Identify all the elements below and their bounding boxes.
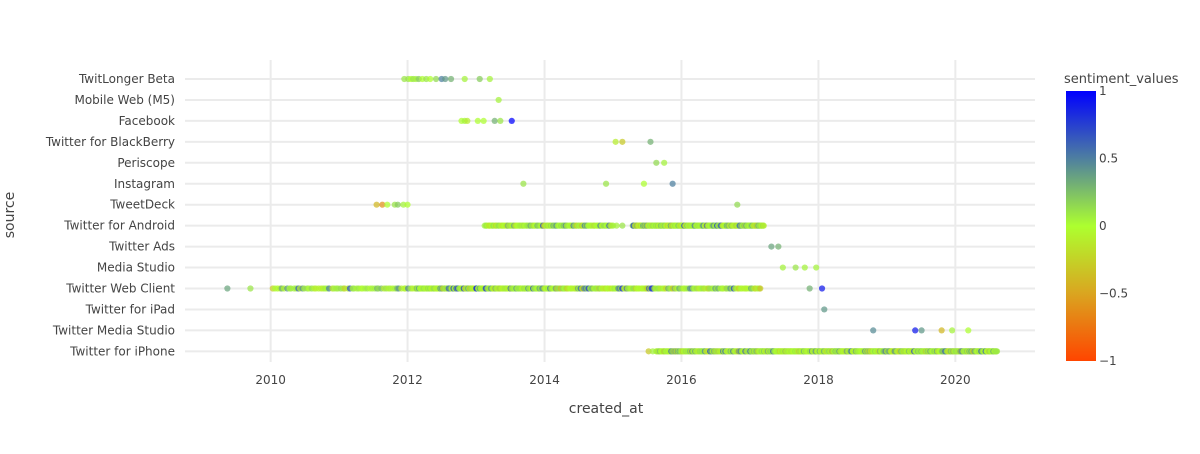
data-point: [427, 75, 434, 83]
data-point: [813, 264, 820, 271]
y-tick-label: Twitter for iPad: [85, 302, 175, 316]
x-tick-label: 2014: [529, 373, 560, 387]
data-point: [373, 201, 380, 208]
data-point: [760, 222, 767, 229]
data-point: [619, 222, 626, 229]
colorbar-tick-label: 1: [1099, 84, 1107, 98]
y-tick-label: Mobile Web (M5): [74, 93, 175, 107]
data-point: [461, 75, 468, 83]
data-point: [806, 285, 813, 292]
y-tick-labels: TwitLonger Beta Mobile Web (M5) Facebook Tw…: [45, 72, 175, 358]
data-point: [801, 264, 808, 271]
y-axis-title: source: [2, 192, 18, 239]
colorbar-title: sentiment_values: [1064, 72, 1179, 87]
data-point: [613, 222, 620, 229]
colorbar-tick-label: −0.5: [1099, 287, 1128, 301]
data-point: [775, 243, 782, 250]
data-point: [495, 96, 502, 104]
y-tick-label: Twitter Web Client: [65, 282, 175, 296]
data-point: [508, 117, 515, 124]
x-tick-label: 2010: [255, 373, 286, 387]
data-point: [432, 75, 440, 83]
data-point: [649, 348, 656, 355]
data-point: [602, 180, 610, 187]
data-point: [394, 201, 401, 208]
y-tick-label: Periscope: [117, 156, 175, 170]
colorbar-tick-labels: 1 0.5 0 −0.5 −1: [1099, 84, 1128, 368]
colorbar-tick-label: 0.5: [1099, 152, 1118, 166]
data-point: [447, 75, 455, 83]
data-point: [965, 327, 972, 334]
x-tick-label: 2012: [392, 373, 423, 387]
y-tick-label: Twitter for BlackBerry: [45, 135, 175, 149]
data-point: [474, 117, 481, 124]
data-point: [619, 138, 626, 145]
data-point: [520, 180, 527, 187]
y-tick-label: Instagram: [114, 177, 175, 191]
data-point: [912, 327, 919, 334]
data-point: [486, 75, 493, 83]
data-point: [949, 327, 956, 334]
data-point: [464, 117, 471, 124]
y-tick-label: Facebook: [119, 114, 175, 128]
y-tick-label: Media Studio: [97, 261, 175, 275]
x-tick-labels: 2010 2012 2014 2016 2018 2020: [255, 373, 970, 387]
data-point: [224, 285, 231, 292]
x-tick-label: 2016: [666, 373, 697, 387]
colorbar-tick-label: −1: [1099, 354, 1117, 368]
data-point: [384, 201, 391, 208]
data-point: [247, 285, 254, 292]
data-point: [870, 327, 877, 334]
data-point: [640, 180, 648, 187]
data-point: [757, 285, 764, 292]
colorbar-tick-label: 0: [1099, 219, 1107, 233]
data-point: [993, 348, 1001, 355]
gridlines: [185, 60, 1035, 362]
data-point: [404, 201, 411, 208]
data-point: [768, 243, 775, 250]
y-tick-label: Twitter Media Studio: [52, 323, 175, 337]
data-point: [918, 327, 925, 334]
y-tick-label: TwitLonger Beta: [78, 72, 175, 86]
colorbar: sentiment_values 1 0.5 0 −0.5 −1: [1064, 72, 1179, 368]
colorbar-gradient: [1066, 91, 1096, 361]
data-point: [497, 117, 504, 124]
y-tick-label: TweetDeck: [109, 198, 175, 212]
data-point: [734, 201, 741, 208]
data-point: [612, 138, 619, 145]
data-points: [224, 75, 1001, 355]
data-point: [938, 327, 945, 334]
data-point: [480, 117, 487, 124]
x-tick-label: 2018: [803, 373, 834, 387]
data-point: [661, 159, 668, 166]
data-point: [669, 180, 676, 187]
y-tick-label: Twitter for iPhone: [69, 344, 175, 358]
data-point: [653, 159, 660, 166]
data-point: [821, 306, 828, 313]
data-point: [491, 117, 498, 124]
data-point: [379, 201, 386, 208]
x-tick-label: 2020: [940, 373, 971, 387]
data-point: [476, 75, 483, 83]
data-point: [818, 285, 826, 292]
y-tick-label: Twitter Ads: [108, 240, 175, 254]
x-axis-title: created_at: [569, 401, 644, 417]
data-point: [792, 264, 799, 271]
data-point: [779, 264, 786, 271]
y-tick-label: Twitter for Android: [63, 219, 175, 233]
data-point: [647, 138, 654, 145]
data-point: [442, 75, 449, 83]
